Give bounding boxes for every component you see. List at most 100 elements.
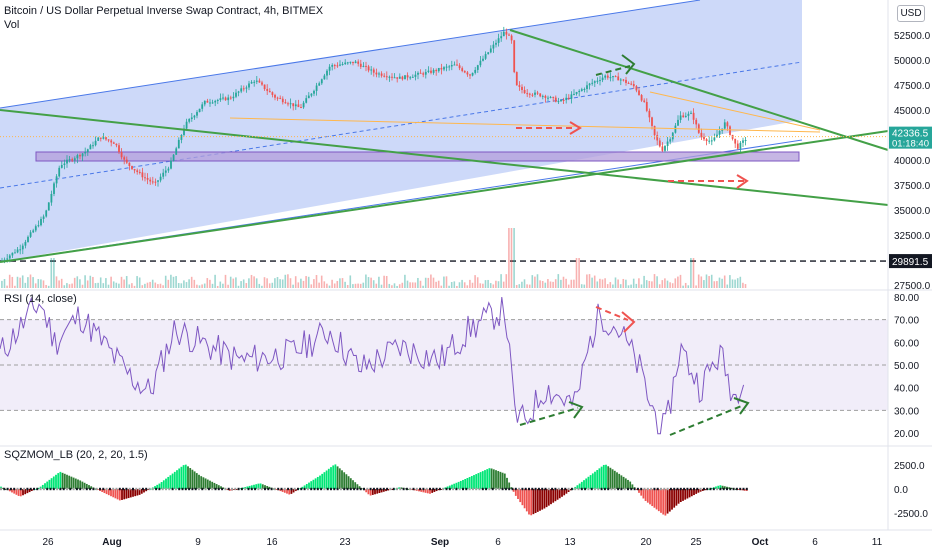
squeeze-dot — [531, 487, 534, 491]
volume-bar — [320, 275, 323, 288]
momentum-bar — [686, 489, 689, 499]
volume-bar — [172, 276, 175, 288]
volume-bar — [333, 283, 336, 288]
momentum-bar — [684, 489, 687, 500]
squeeze-dot — [95, 487, 98, 491]
squeeze-dot — [660, 487, 662, 491]
candle-body — [700, 132, 703, 137]
candle-body — [474, 69, 477, 73]
candle-body — [133, 169, 136, 171]
time-tick-label: 25 — [690, 537, 702, 548]
rsi-divergence-line — [519, 407, 579, 426]
squeeze-momentum-pane[interactable] — [0, 464, 748, 516]
volume-bar — [591, 277, 593, 288]
volume-bar — [222, 283, 224, 288]
candle-body — [3, 259, 6, 261]
squeeze-dot — [297, 487, 299, 491]
volume-bar — [640, 284, 643, 288]
candle-body — [409, 77, 412, 79]
momentum-bar — [690, 489, 693, 497]
currency-button[interactable]: USD — [897, 5, 925, 22]
candle-body — [435, 69, 438, 72]
momentum-bar — [215, 484, 218, 489]
momentum-bar — [697, 489, 700, 493]
candle-body — [203, 100, 206, 105]
momentum-bar — [374, 489, 376, 495]
momentum-bar — [88, 485, 90, 489]
candle-body — [643, 100, 646, 102]
channel-upper-line — [0, 0, 701, 109]
momentum-bar — [391, 489, 394, 490]
candle-body — [560, 99, 562, 102]
momentum-bar — [431, 489, 434, 493]
volume-bar — [521, 281, 523, 288]
momentum-bar — [479, 472, 482, 489]
volume-bar — [214, 274, 216, 288]
momentum-bar — [101, 489, 104, 492]
squeeze-dot — [260, 487, 263, 491]
price-pane[interactable] — [0, 0, 889, 288]
candle-body — [341, 63, 344, 65]
momentum-bar — [83, 482, 86, 489]
volume-bar — [669, 282, 671, 288]
squeeze-dot — [36, 487, 39, 491]
volume-bar — [601, 279, 604, 288]
squeeze-dot — [128, 487, 131, 491]
momentum-bar — [281, 489, 284, 492]
candle-body — [575, 92, 578, 94]
candle-body — [552, 96, 555, 98]
rsi-tick-label: 20.00 — [894, 429, 919, 440]
squeeze-dot — [224, 487, 227, 491]
squeeze-dot — [231, 487, 233, 491]
volume-bar — [232, 278, 235, 288]
squeeze-dot — [646, 487, 649, 491]
momentum-bar — [490, 468, 493, 489]
candle-body — [450, 65, 453, 67]
candle-body — [570, 94, 573, 99]
volume-bar — [653, 274, 656, 288]
candle-body — [120, 151, 123, 158]
volume-bar — [518, 284, 521, 288]
momentum-bar — [715, 486, 717, 489]
momentum-bar — [13, 489, 16, 494]
volume-bar — [705, 274, 708, 288]
candle-body — [68, 159, 71, 161]
momentum-bar — [543, 489, 546, 509]
volume-bar — [287, 274, 289, 288]
volume-bar — [690, 258, 692, 288]
momentum-bar — [178, 468, 181, 489]
volume-bar — [154, 282, 157, 288]
momentum-bar — [587, 476, 590, 489]
support-level-badge — [889, 254, 932, 269]
candle-body — [648, 110, 651, 118]
squeeze-dot — [250, 487, 253, 491]
squeeze-dot — [415, 487, 418, 491]
volume-bar — [136, 276, 138, 288]
momentum-bar — [259, 483, 262, 489]
squeeze-dot — [188, 487, 191, 491]
volume-bar — [687, 285, 690, 288]
candle-body — [302, 102, 305, 108]
rsi-pane[interactable] — [0, 296, 888, 436]
momentum-bar — [81, 481, 84, 489]
volume-bar — [474, 275, 476, 288]
volume-bar — [357, 283, 359, 288]
volume-bar — [716, 281, 718, 288]
candle-body — [692, 112, 695, 120]
momentum-bar — [354, 482, 357, 489]
squeeze-dot — [425, 487, 428, 491]
candle-body — [84, 151, 87, 154]
volume-bar — [219, 281, 222, 288]
rsi-tick-label: 60.00 — [894, 338, 919, 349]
candle-body — [357, 61, 360, 64]
squeeze-dot — [221, 487, 224, 491]
candle-body — [201, 104, 204, 109]
candle-body — [258, 80, 261, 83]
momentum-bar — [380, 489, 383, 493]
volume-bar — [120, 276, 123, 288]
candle-body — [528, 93, 531, 95]
volume-bar — [292, 284, 294, 288]
momentum-bar — [556, 489, 559, 500]
candle-body — [419, 72, 422, 74]
